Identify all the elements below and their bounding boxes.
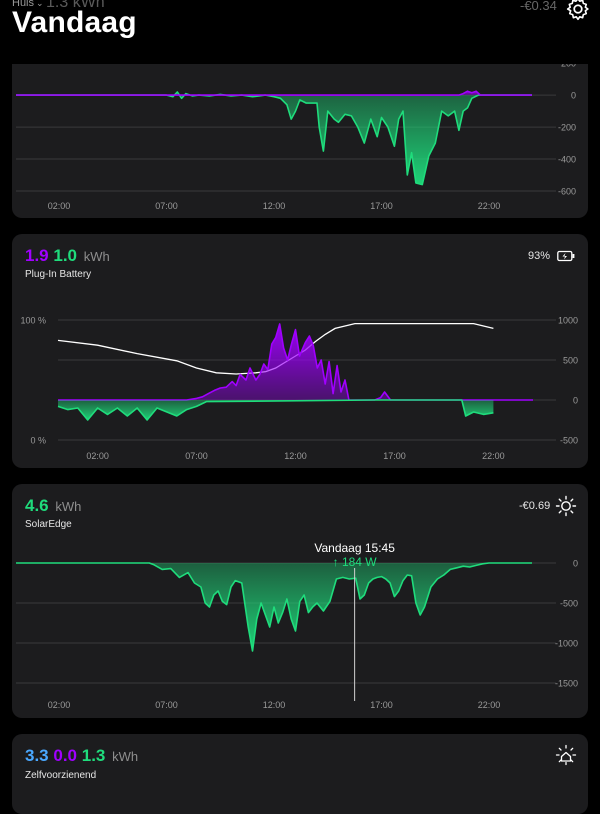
header: Huis ⌄ 1.3 kWh -€0.34 Vandaag bbox=[0, 0, 600, 64]
soc-axis-top-label: 100 % bbox=[20, 316, 46, 326]
solar-name: SolarEdge bbox=[25, 519, 72, 530]
battery-summary: 1.9 1.0 kWh bbox=[25, 246, 110, 266]
self-name: Zelfvoorzienend bbox=[25, 770, 97, 781]
series-area bbox=[16, 92, 532, 185]
series-line bbox=[16, 562, 532, 652]
grid-power-chart: 2000-200-400-60002:0007:0012:0017:0022:0… bbox=[16, 59, 576, 211]
y-tick-label: -1000 bbox=[555, 639, 578, 649]
x-tick-label: 22:00 bbox=[482, 451, 505, 461]
self-value-3: 1.3 bbox=[81, 746, 106, 765]
x-tick-label: 12:00 bbox=[263, 700, 286, 710]
y-tick-label: -600 bbox=[558, 187, 576, 197]
series-area bbox=[58, 400, 494, 420]
self-value-1: 3.3 bbox=[25, 746, 49, 765]
x-tick-label: 22:00 bbox=[478, 201, 501, 211]
home-selector-label: Huis bbox=[12, 0, 35, 9]
y-tick-label: -1500 bbox=[555, 679, 578, 689]
y-tick-label: -500 bbox=[560, 436, 578, 446]
battery-name: Plug-In Battery bbox=[25, 269, 92, 280]
x-tick-label: 07:00 bbox=[155, 700, 178, 710]
x-tick-label: 07:00 bbox=[155, 201, 178, 211]
self-unit: kWh bbox=[112, 749, 139, 764]
solar-unit: kWh bbox=[55, 499, 82, 514]
x-tick-label: 17:00 bbox=[383, 451, 406, 461]
y-tick-label: 0 bbox=[573, 559, 578, 569]
soc-axis-bottom-label: 0 % bbox=[30, 436, 46, 446]
y-tick-label: 0 bbox=[573, 396, 578, 406]
solar-value: 4.6 bbox=[25, 496, 49, 515]
y-tick-label: -200 bbox=[558, 123, 576, 133]
self-sufficiency-card[interactable]: 3.3 0.0 1.3 kWh Zelfvoorzienend bbox=[12, 734, 588, 814]
sun-icon bbox=[555, 495, 577, 517]
home-selector[interactable]: Huis ⌄ bbox=[12, 0, 44, 9]
series-area bbox=[58, 324, 533, 400]
sun-house-icon bbox=[555, 744, 577, 766]
self-summary: 3.3 0.0 1.3 kWh bbox=[25, 746, 138, 766]
self-value-2: 0.0 bbox=[53, 746, 78, 765]
x-tick-label: 12:00 bbox=[263, 201, 286, 211]
battery-card[interactable]: 1.9 1.0 kWh Plug-In Battery 93% 1000 500 0… bbox=[12, 234, 588, 468]
x-tick-label: 02:00 bbox=[48, 201, 71, 211]
solar-amount: -€0.69 bbox=[519, 500, 551, 512]
tooltip-value: ↑ 184 W bbox=[333, 555, 378, 569]
y-tick-label: -400 bbox=[558, 155, 576, 165]
series-line bbox=[57, 399, 494, 421]
y-tick-label: 1000 bbox=[558, 316, 578, 326]
solar-summary: 4.6 kWh bbox=[25, 496, 81, 516]
x-tick-label: 17:00 bbox=[370, 201, 393, 211]
gear-icon[interactable] bbox=[565, 0, 591, 22]
battery-unit: kWh bbox=[83, 249, 110, 264]
scrolled-card-amount: -€0.34 bbox=[520, 0, 557, 13]
page-title: Vandaag bbox=[12, 6, 137, 39]
series-line bbox=[16, 90, 532, 96]
battery-power-chart: 1000 500 0 -500 02:00 07:00 12:00 17:00 22:00 100… bbox=[20, 316, 578, 462]
y-tick-label: 0 bbox=[571, 91, 576, 101]
solar-power-chart: -1500 -1000 -500 0 02:00 07:00 12:00 17:00 22:00… bbox=[16, 541, 578, 710]
battery-percent: 93% bbox=[528, 250, 551, 262]
battery-discharge-value: 1.0 bbox=[53, 246, 78, 265]
battery-charge-value: 1.9 bbox=[25, 246, 49, 265]
scrolled-card-summary: 1.3 kWh bbox=[46, 0, 105, 11]
grid-card[interactable]: 2000-200-400-60002:0007:0012:0017:0022:0… bbox=[12, 40, 588, 218]
solar-card[interactable]: 4.6 kWh SolarEdge -€0.69 -1500 -1000 -500 0… bbox=[12, 484, 588, 718]
x-tick-label: 22:00 bbox=[478, 700, 501, 710]
y-tick-label: -500 bbox=[560, 599, 578, 609]
y-tick-label: 500 bbox=[563, 356, 578, 366]
battery-charging-icon bbox=[557, 250, 575, 262]
x-tick-label: 17:00 bbox=[370, 700, 393, 710]
x-tick-label: 07:00 bbox=[185, 451, 208, 461]
chevron-down-icon: ⌄ bbox=[36, 0, 44, 8]
x-tick-label: 12:00 bbox=[284, 451, 307, 461]
x-tick-label: 02:00 bbox=[48, 700, 71, 710]
tooltip-time: Vandaag 15:45 bbox=[314, 541, 395, 555]
x-tick-label: 02:00 bbox=[86, 451, 109, 461]
